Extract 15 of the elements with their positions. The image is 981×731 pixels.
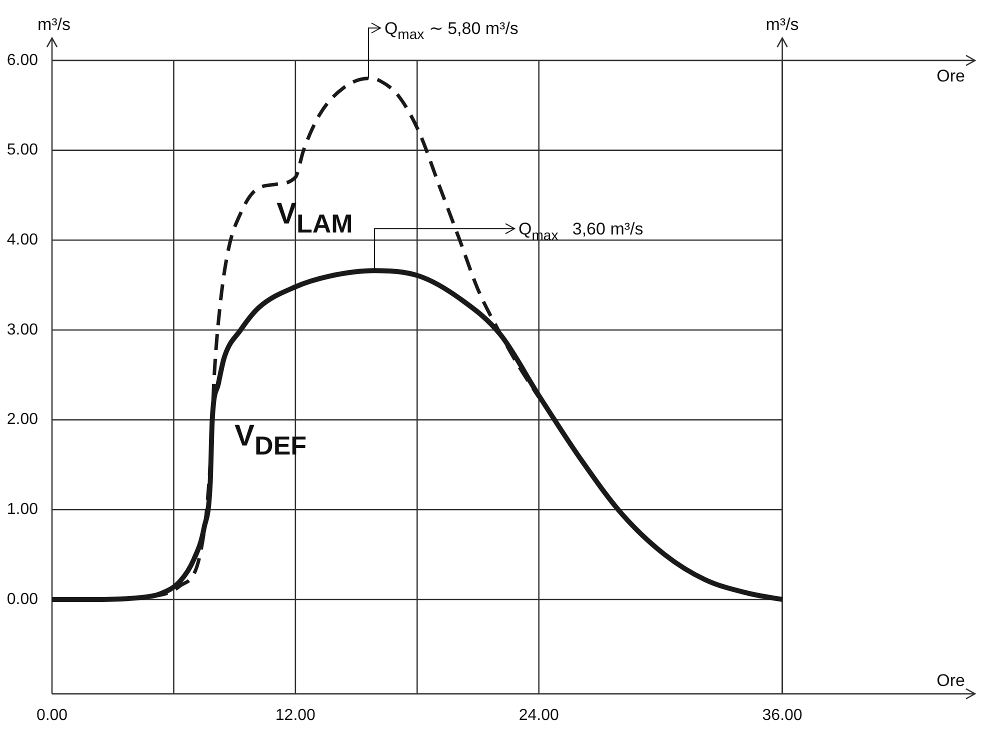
y-tick-label: 4.00 <box>6 232 38 249</box>
y-tick-label: 3.00 <box>6 321 38 338</box>
x-tick-label: 24.00 <box>518 706 559 724</box>
x-axis-title: Ore <box>936 670 966 690</box>
y-tick-label: 6.00 <box>6 52 38 69</box>
x-tick-label: 0.00 <box>36 706 68 724</box>
x-tick-label: 36.00 <box>762 706 802 724</box>
x-tick-label: 12.00 <box>275 706 316 724</box>
y-tick-label: 1.00 <box>6 501 38 518</box>
y-tick-label: 0.00 <box>6 590 38 608</box>
y-axis-title: m³/s <box>37 15 71 34</box>
y2-axis-title: m³/s <box>766 15 799 34</box>
y-tick-label: 5.00 <box>6 142 38 159</box>
y-tick-label: 2.00 <box>6 411 38 428</box>
x2-axis-title: Ore <box>936 66 966 86</box>
